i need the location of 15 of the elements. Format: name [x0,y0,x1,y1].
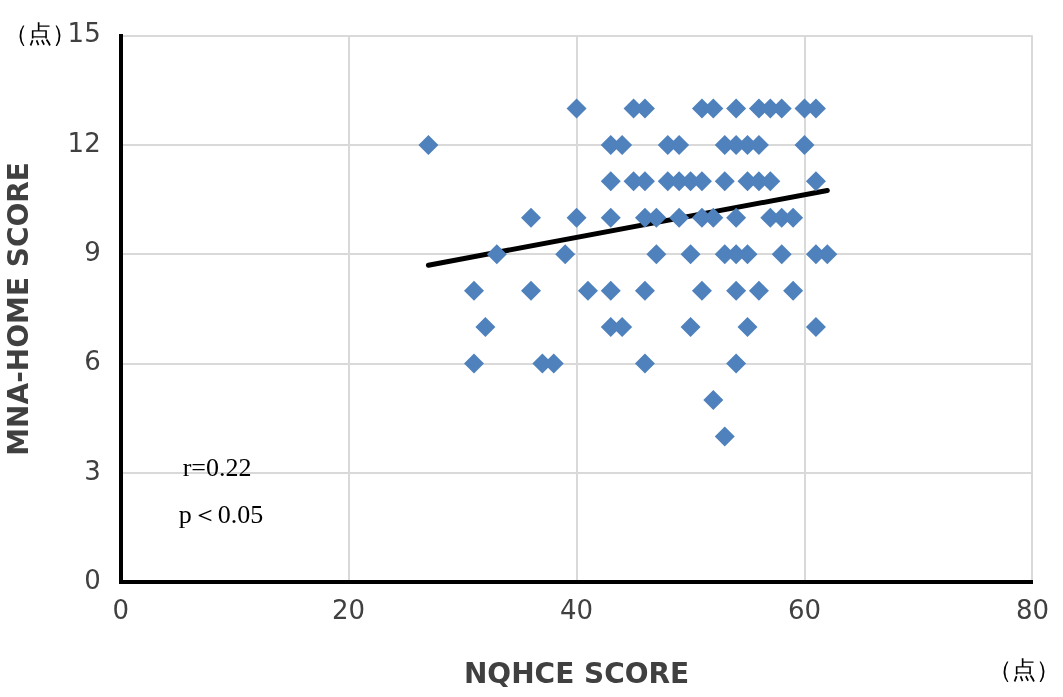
text: （点） [988,656,1060,685]
y-tick-label: 6 [84,346,101,377]
y-tick-label: 3 [84,455,101,486]
x-tick-label: 0 [112,594,129,625]
annotation: r=0.22 [182,453,252,483]
x-tick-label: 20 [332,594,366,625]
y-tick-label: 12 [67,127,101,158]
x-tick-label: 80 [1015,594,1049,625]
y-tick-label: 0 [84,564,101,595]
x-axis-title: NQHCE SCORE [463,657,690,691]
y-axis-title: MNA-HOME SCORE [2,162,36,456]
x-tick-label: 60 [787,594,822,625]
annotation: p＜0.05 [178,500,264,530]
y-tick-label: 9 [84,236,101,267]
x-tick-label: 40 [560,594,594,625]
